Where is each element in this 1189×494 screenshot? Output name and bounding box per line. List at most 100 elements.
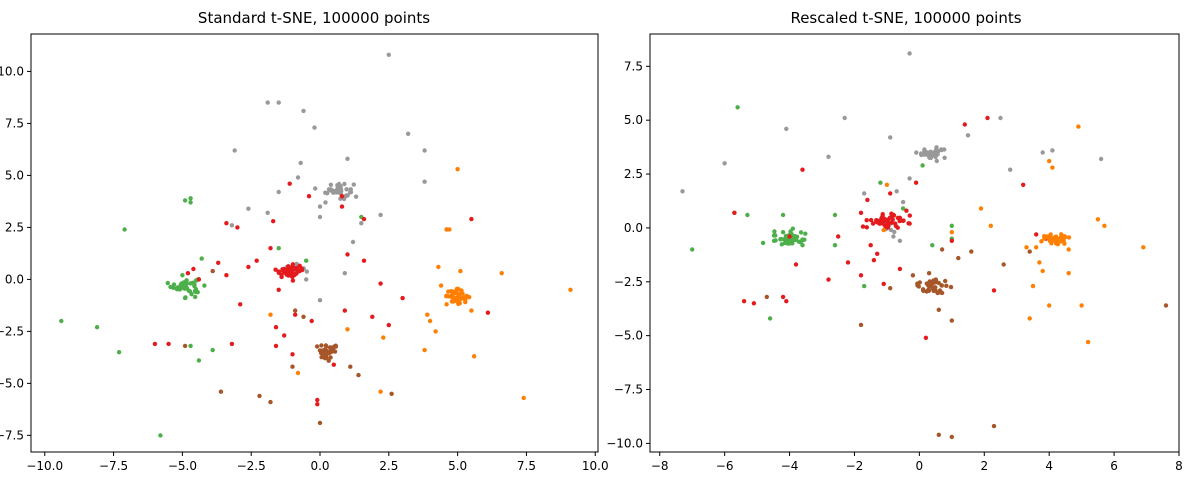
data-point (359, 221, 364, 226)
data-point (282, 333, 287, 338)
cluster-point (313, 186, 318, 191)
data-point (1095, 217, 1101, 222)
cluster-point (874, 218, 879, 223)
data-point (1040, 268, 1045, 274)
data-point (306, 194, 312, 199)
data-point (868, 243, 873, 248)
data-point (1034, 245, 1039, 250)
cluster-point (897, 218, 903, 223)
data-point (268, 399, 273, 405)
series-2 (732, 115, 1049, 340)
y-tick-label: 5.0 (624, 113, 643, 127)
data-point (568, 287, 573, 292)
cluster-point (926, 151, 931, 157)
cluster-point (281, 270, 287, 275)
data-point (894, 189, 899, 194)
data-point (910, 273, 916, 278)
cluster-point (460, 291, 465, 296)
y-axis: −10.0 −7.5 −5.0 −2.5 0.0 2.5 5.0 7.5 (606, 59, 650, 450)
cluster-point (933, 277, 938, 282)
y-tick-label: −10.0 (606, 436, 643, 450)
data-point (949, 318, 954, 323)
data-point (832, 243, 838, 248)
data-point (378, 281, 383, 286)
cluster-point (184, 281, 189, 286)
data-point (455, 167, 460, 172)
cluster-point (317, 348, 323, 353)
data-point (345, 156, 350, 161)
cluster-point (934, 158, 939, 164)
data-point (923, 335, 929, 340)
data-point (1066, 247, 1071, 252)
data-point (196, 277, 202, 282)
data-point (202, 283, 207, 288)
cluster-point (1042, 236, 1047, 241)
data-point (878, 180, 883, 185)
cluster-point (193, 294, 198, 300)
data-point (158, 433, 163, 438)
data-point (751, 301, 757, 306)
cluster-point (297, 263, 302, 268)
data-point (900, 199, 906, 205)
data-point (425, 312, 430, 317)
data-point (342, 308, 347, 313)
cluster-point (326, 358, 331, 363)
data-point (265, 100, 270, 105)
data-point (389, 391, 394, 396)
data-point (949, 223, 954, 228)
data-point (295, 370, 301, 376)
cluster-point (892, 229, 897, 235)
cluster-point (939, 290, 945, 296)
x-axis: −10.0 −7.5 −5.0 −2.5 0.0 2.5 5.0 7.5 10.0 (26, 452, 609, 473)
cluster-point (1066, 235, 1072, 240)
data-point (469, 216, 474, 222)
data-point (800, 167, 805, 172)
cluster-point (1039, 239, 1044, 244)
cluster-point (333, 344, 339, 349)
data-point (268, 246, 273, 251)
data-point (875, 251, 880, 256)
cluster-point (171, 285, 176, 290)
data-point (315, 402, 320, 407)
cluster-point (187, 289, 193, 294)
cluster-point (880, 212, 885, 217)
data-point (930, 243, 935, 248)
data-point (939, 247, 945, 252)
data-point (229, 223, 235, 228)
data-point (287, 181, 292, 186)
series-1 (229, 52, 449, 303)
cluster-point (327, 345, 333, 350)
data-point (317, 214, 323, 220)
y-tick-label: −7.5 (614, 383, 643, 397)
data-point (342, 271, 347, 276)
cluster-point (934, 147, 939, 152)
cluster-point (451, 289, 456, 295)
cluster-point (353, 194, 359, 199)
cluster-point (293, 267, 298, 272)
data-point (199, 256, 204, 261)
data-point (907, 51, 912, 56)
data-point (276, 189, 281, 195)
data-point (881, 227, 886, 233)
cluster-point (344, 193, 349, 199)
cluster-point (779, 242, 784, 247)
data-point (405, 131, 411, 136)
data-point (188, 196, 193, 201)
data-point (386, 52, 391, 57)
cluster-point (880, 217, 885, 223)
cluster-point (772, 229, 777, 234)
data-point (1001, 262, 1006, 267)
cluster-point (1063, 234, 1068, 240)
data-point (1027, 316, 1032, 321)
cluster-point (328, 355, 333, 360)
data-point (271, 219, 276, 224)
data-point (1066, 271, 1071, 276)
x-tick-label: −4 (781, 459, 799, 473)
data-point (59, 318, 64, 324)
data-point (949, 434, 954, 440)
data-point (998, 115, 1003, 121)
cluster-point (344, 187, 349, 192)
data-point (521, 395, 526, 401)
data-point (386, 322, 391, 328)
data-point (436, 264, 441, 270)
